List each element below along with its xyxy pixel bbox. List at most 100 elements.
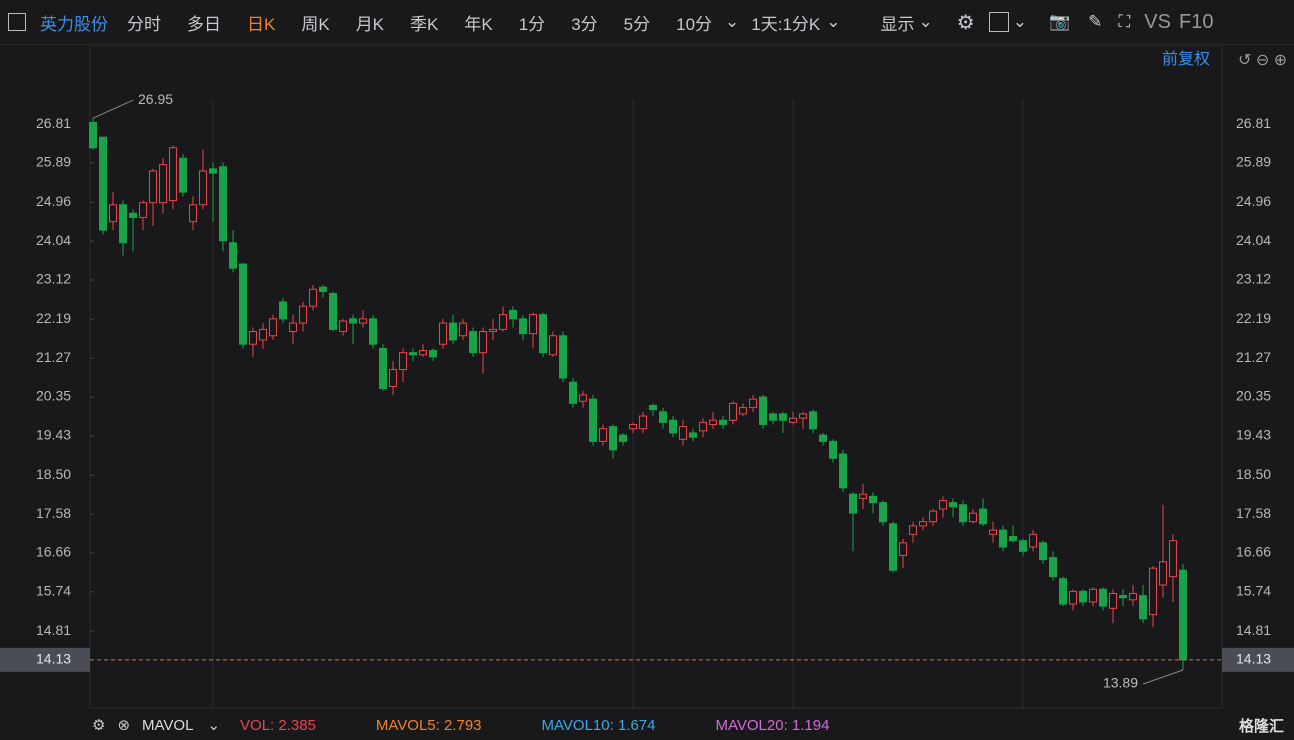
- candle-body: [639, 415, 647, 430]
- candle-body: [939, 500, 947, 510]
- y-tick-label: 26.81: [36, 115, 71, 131]
- candle-body: [719, 419, 727, 425]
- candle-body: [269, 318, 277, 337]
- candle-body: [1169, 540, 1177, 578]
- candle-body: [129, 212, 137, 218]
- candle-body: [539, 314, 547, 354]
- period-tab[interactable]: 年K: [464, 14, 493, 34]
- indicator-name[interactable]: MAVOL: [142, 716, 194, 734]
- y-tick-label: 15.74: [36, 583, 71, 599]
- toolbar: 英力股份 分时 多日 日K 周K 月K 季K 年K 1分 3分 5分 10分 ⌄ 1天:1分K ⌄ …: [0, 0, 1294, 45]
- y-tick-label: 25.89: [36, 154, 71, 170]
- vs[interactable]: VS: [1144, 10, 1171, 33]
- y-tick-label-right: 19.43: [1236, 427, 1271, 443]
- candle-body: [219, 166, 227, 242]
- candle-body: [89, 121, 97, 149]
- box-icon[interactable]: [988, 12, 1009, 32]
- candle-body: [529, 314, 537, 335]
- period-tab[interactable]: 1分: [518, 14, 546, 34]
- candle-body: [1089, 588, 1097, 603]
- candle-body: [439, 322, 447, 345]
- candle-body: [499, 314, 507, 330]
- candle-body: [809, 411, 817, 430]
- period-tab[interactable]: 分时: [127, 14, 161, 34]
- candle-body: [149, 170, 157, 204]
- last-price-label: 14.13: [1236, 651, 1271, 667]
- period-tab[interactable]: 5分: [623, 14, 651, 34]
- y-tick-label-right: 15.74: [1236, 583, 1271, 599]
- candle-body: [699, 421, 707, 432]
- candle-body: [159, 164, 167, 204]
- period-tab[interactable]: 3分: [571, 14, 598, 34]
- y-tick-label: 17.58: [36, 505, 71, 521]
- period-tab[interactable]: 月K: [355, 14, 385, 34]
- candle-body: [409, 352, 417, 356]
- chevron: ⌄: [207, 717, 221, 734]
- min-leader: [1142, 669, 1184, 685]
- candle-body: [579, 394, 587, 402]
- y-tick-label: 20.35: [36, 388, 71, 404]
- close-icon[interactable]: ⊗: [117, 717, 131, 734]
- candle-body: [449, 322, 457, 341]
- period-tab[interactable]: 多日: [187, 14, 221, 34]
- candle-body: [119, 204, 127, 244]
- candle-body: [749, 398, 757, 409]
- f10[interactable]: F10: [1178, 10, 1214, 33]
- candle-body: [1009, 535, 1017, 542]
- candle-body: [629, 423, 637, 430]
- candle-body: [469, 331, 477, 354]
- candle-body: [649, 404, 657, 411]
- candle-body: [779, 413, 787, 421]
- candle-body: [259, 328, 267, 341]
- camera-icon[interactable]: 📷: [1048, 12, 1071, 31]
- last-price-label: 14.13: [36, 651, 71, 667]
- candle-body: [1059, 578, 1067, 605]
- y-tick-label-right: 26.81: [1236, 115, 1271, 131]
- adjust-mode[interactable]: 前复权: [1162, 50, 1210, 68]
- candle-body: [979, 508, 987, 525]
- candle-body: [349, 318, 357, 324]
- min-label: 13.89: [1103, 675, 1138, 691]
- candle-body: [109, 204, 117, 223]
- y-tick-label: 22.19: [36, 310, 71, 326]
- candle-body: [419, 350, 427, 356]
- candle-body: [849, 493, 857, 514]
- candle-body: [1129, 592, 1137, 601]
- sidebar-toggle[interactable]: [8, 13, 26, 31]
- period-tab[interactable]: 季K: [410, 14, 439, 34]
- candle-body: [1069, 590, 1077, 605]
- settings-icon[interactable]: ⚙: [956, 11, 975, 34]
- candle-body: [209, 168, 217, 174]
- period-tab[interactable]: 10分: [676, 14, 713, 34]
- candle-body: [379, 347, 387, 390]
- settings-icon[interactable]: ⚙: [92, 717, 106, 734]
- candle-body: [1109, 592, 1117, 609]
- candle-body: [1029, 533, 1037, 548]
- candle-body: [949, 502, 957, 508]
- indicator-value: MAVOL5: 2.793: [375, 716, 482, 734]
- candle-body: [549, 335, 557, 356]
- reset-icon[interactable]: ↺ ⊖ ⊕: [1238, 52, 1287, 69]
- candle-body: [869, 495, 877, 504]
- stock-name[interactable]: 英力股份: [40, 14, 108, 34]
- candle-body: [659, 411, 667, 423]
- fullscreen-icon[interactable]: ⛶: [1118, 12, 1131, 31]
- period[interactable]: 1天:1分K: [751, 14, 821, 34]
- candle-body: [759, 396, 767, 425]
- plot-frame: [89, 45, 1223, 709]
- y-tick-label-right: 18.50: [1236, 466, 1271, 482]
- candle-body: [789, 417, 797, 423]
- pen-icon[interactable]: ✎: [1088, 12, 1103, 31]
- chevron: ⌄: [1012, 12, 1027, 31]
- candle-body: [999, 529, 1007, 548]
- period-tab[interactable]: 周K: [301, 14, 330, 34]
- candle-body: [989, 529, 997, 535]
- candle-body: [289, 322, 297, 333]
- period-tab[interactable]: 日K: [247, 14, 276, 34]
- display[interactable]: 显示: [880, 14, 915, 34]
- more[interactable]: ⌄: [725, 12, 740, 31]
- candle-body: [879, 502, 887, 523]
- y-tick-label: 19.43: [36, 427, 71, 443]
- candle-body: [1099, 588, 1107, 607]
